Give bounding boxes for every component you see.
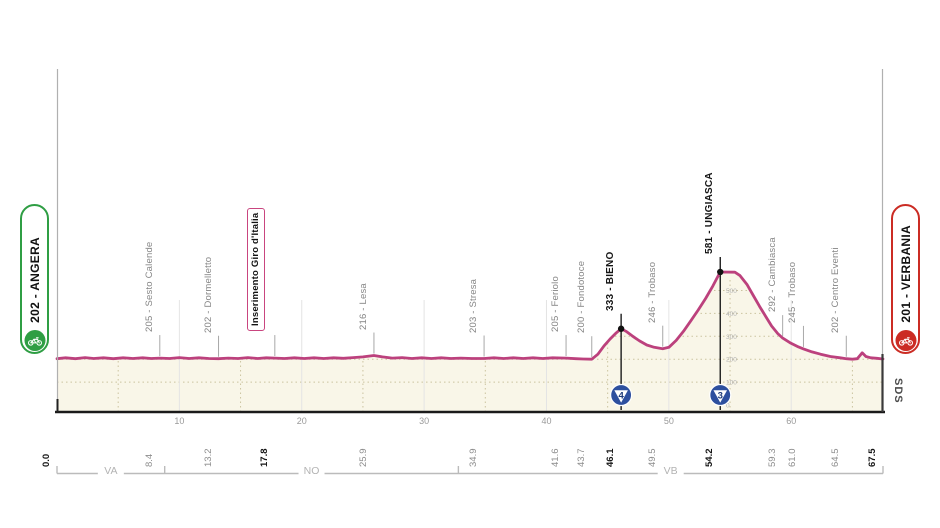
svg-text:VA: VA: [104, 465, 117, 477]
waypoint-label: 202 - Centro Eventi: [830, 247, 842, 333]
waypoint-label: 202 - Dormelletto: [202, 256, 214, 333]
cyclist-icon: [24, 330, 45, 351]
svg-text:400: 400: [726, 311, 737, 318]
km-label: 34.9: [468, 448, 480, 468]
waypoint-label: 245 - Trobaso: [787, 261, 799, 323]
waypoint-label: 205 - Sesto Calende: [143, 241, 155, 333]
waypoint-label: 203 - Stresa: [468, 278, 480, 333]
svg-text:200: 200: [726, 357, 737, 364]
km-label: 41.6: [550, 448, 562, 468]
svg-text:100: 100: [726, 380, 737, 387]
svg-text:VB: VB: [664, 465, 678, 477]
svg-text:10: 10: [174, 416, 184, 426]
start-banner-label: 202 - ANGERA: [27, 237, 42, 323]
km-label: 64.5: [830, 448, 842, 468]
cyclist-icon: [895, 330, 916, 351]
waypoint-label: 216 - Lesa: [357, 282, 369, 330]
waypoint-label: 200 - Fondotoce: [575, 261, 587, 334]
waypoint-label: 292 - Cambiasca: [766, 237, 778, 313]
start-banner: 202 - ANGERA: [20, 204, 49, 354]
sds-logo: SDS: [892, 378, 904, 404]
waypoint-label: Inserimento Giro d'Italia: [247, 207, 266, 332]
km-label: 8.4: [143, 453, 155, 467]
km-label: 59.3: [766, 448, 778, 468]
km-label: 25.9: [357, 448, 369, 468]
km-label: 17.8: [258, 448, 270, 468]
waypoint-label: 205 - Feriolo: [550, 276, 562, 333]
svg-text:40: 40: [541, 416, 551, 426]
km-label: 46.1: [605, 448, 617, 468]
svg-text:60: 60: [786, 416, 796, 426]
km-label: 67.5: [867, 448, 878, 468]
km-label: 13.2: [202, 448, 214, 468]
svg-text:300: 300: [726, 334, 737, 341]
finish-banner: 201 - VERBANIA: [891, 204, 920, 354]
km-label: 61.0: [787, 448, 799, 468]
km-label: 43.7: [575, 448, 587, 468]
km-label: 0.0: [41, 453, 52, 467]
svg-text:4: 4: [618, 390, 624, 401]
finish-banner-label: 201 - VERBANIA: [898, 225, 913, 323]
svg-text:3: 3: [718, 390, 723, 401]
svg-text:NO: NO: [304, 465, 320, 477]
km-label: 54.2: [704, 448, 716, 468]
waypoint-label: 333 - BIENO: [605, 251, 617, 311]
waypoint-label: 246 - Trobaso: [646, 261, 658, 323]
svg-text:50: 50: [664, 416, 674, 426]
km-label: 49.5: [646, 448, 658, 468]
svg-text:20: 20: [297, 416, 307, 426]
svg-text:30: 30: [419, 416, 429, 426]
svg-text:0: 0: [726, 403, 730, 410]
waypoint-label: 581 - UNGIASCA: [704, 172, 716, 254]
svg-text:500: 500: [726, 288, 737, 295]
